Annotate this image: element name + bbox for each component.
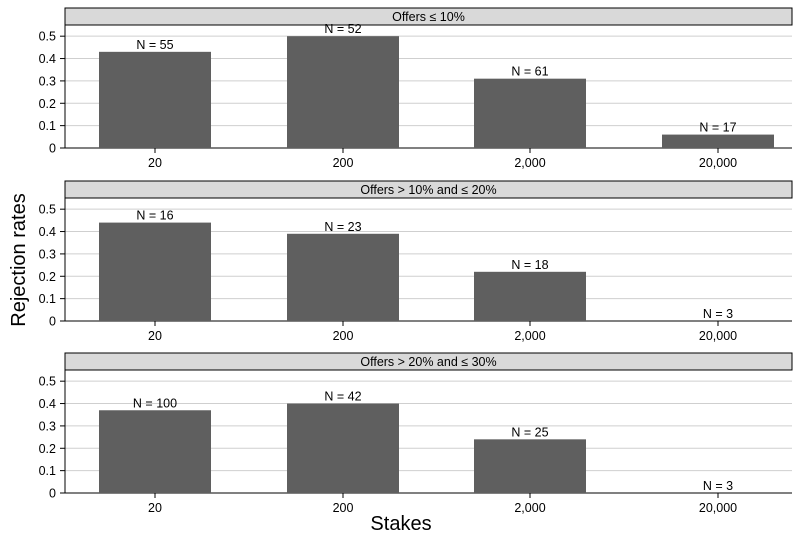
n-label: N = 17	[699, 121, 736, 135]
y-axis-title: Rejection rates	[8, 193, 30, 326]
x-tick-label: 20	[148, 156, 162, 170]
panel-title: Offers > 20% and ≤ 30%	[360, 355, 496, 369]
y-tick-label: 0.2	[39, 442, 56, 456]
y-tick-label: 0.5	[39, 203, 56, 217]
y-tick-label: 0	[49, 315, 56, 329]
n-label: N = 3	[703, 479, 733, 493]
y-tick-label: 0.3	[39, 247, 56, 261]
bar-1	[99, 51, 211, 148]
y-tick-label: 0.5	[39, 375, 56, 389]
y-tick-label: 0.3	[39, 74, 56, 88]
x-tick-label: 20,000	[699, 501, 737, 515]
panel-2: Offers > 10% and ≤ 20% 0 0.1 0.2 0.3 0.4 0.5 N …	[39, 180, 793, 343]
panel-3: Offers > 20% and ≤ 30% 0 0.1 0.2 0.3 0.4 0.5 N …	[39, 352, 793, 515]
n-label: N = 3	[703, 307, 733, 321]
n-label: N = 42	[324, 390, 361, 404]
x-tick-label: 20,000	[699, 329, 737, 343]
bar-3	[474, 271, 586, 321]
x-tick-label: 2,000	[514, 329, 545, 343]
bar-1	[99, 222, 211, 321]
n-label: N = 55	[136, 38, 173, 52]
x-tick-label: 20,000	[699, 156, 737, 170]
y-tick-label: 0	[49, 487, 56, 501]
bar-1	[99, 410, 211, 493]
x-tick-label: 20	[148, 329, 162, 343]
n-label: N = 100	[133, 396, 177, 410]
x-tick-label: 20	[148, 501, 162, 515]
y-tick-label: 0.1	[39, 119, 56, 133]
bar-3	[474, 439, 586, 493]
y-tick-label: 0	[49, 142, 56, 156]
bar-2	[287, 233, 399, 321]
x-tick-label: 200	[333, 329, 354, 343]
y-tick-label: 0.4	[39, 52, 56, 66]
y-tick-label: 0.1	[39, 292, 56, 306]
n-label: N = 61	[511, 65, 548, 79]
y-tick-label: 0.2	[39, 97, 56, 111]
y-tick-label: 0.3	[39, 419, 56, 433]
panel-strip	[64, 7, 793, 26]
n-label: N = 18	[511, 258, 548, 272]
n-label: N = 25	[511, 425, 548, 439]
n-label: N = 52	[324, 22, 361, 36]
x-tick-label: 2,000	[514, 501, 545, 515]
x-tick-label: 200	[333, 156, 354, 170]
panel-strip	[64, 180, 793, 199]
panel-strip	[64, 352, 793, 371]
x-axis-title: Stakes	[370, 513, 431, 535]
n-label: N = 23	[324, 220, 361, 234]
bar-3	[474, 78, 586, 148]
y-tick-label: 0.1	[39, 464, 56, 478]
y-tick-label: 0.4	[39, 225, 56, 239]
y-tick-label: 0.5	[39, 30, 56, 44]
y-tick-label: 0.4	[39, 397, 56, 411]
bar-2	[287, 36, 399, 148]
bar-2	[287, 403, 399, 493]
bar-4	[662, 134, 774, 148]
panel-title: Offers > 10% and ≤ 20%	[360, 183, 496, 197]
n-label: N = 16	[136, 209, 173, 223]
x-tick-label: 2,000	[514, 156, 545, 170]
panel-1: Offers ≤ 10% 0 0.1 0.2 0.3 0.4 0.5 N = 55 20 N = …	[39, 7, 793, 170]
panel-title: Offers ≤ 10%	[392, 10, 465, 24]
x-tick-label: 200	[333, 501, 354, 515]
y-tick-label: 0.2	[39, 270, 56, 284]
